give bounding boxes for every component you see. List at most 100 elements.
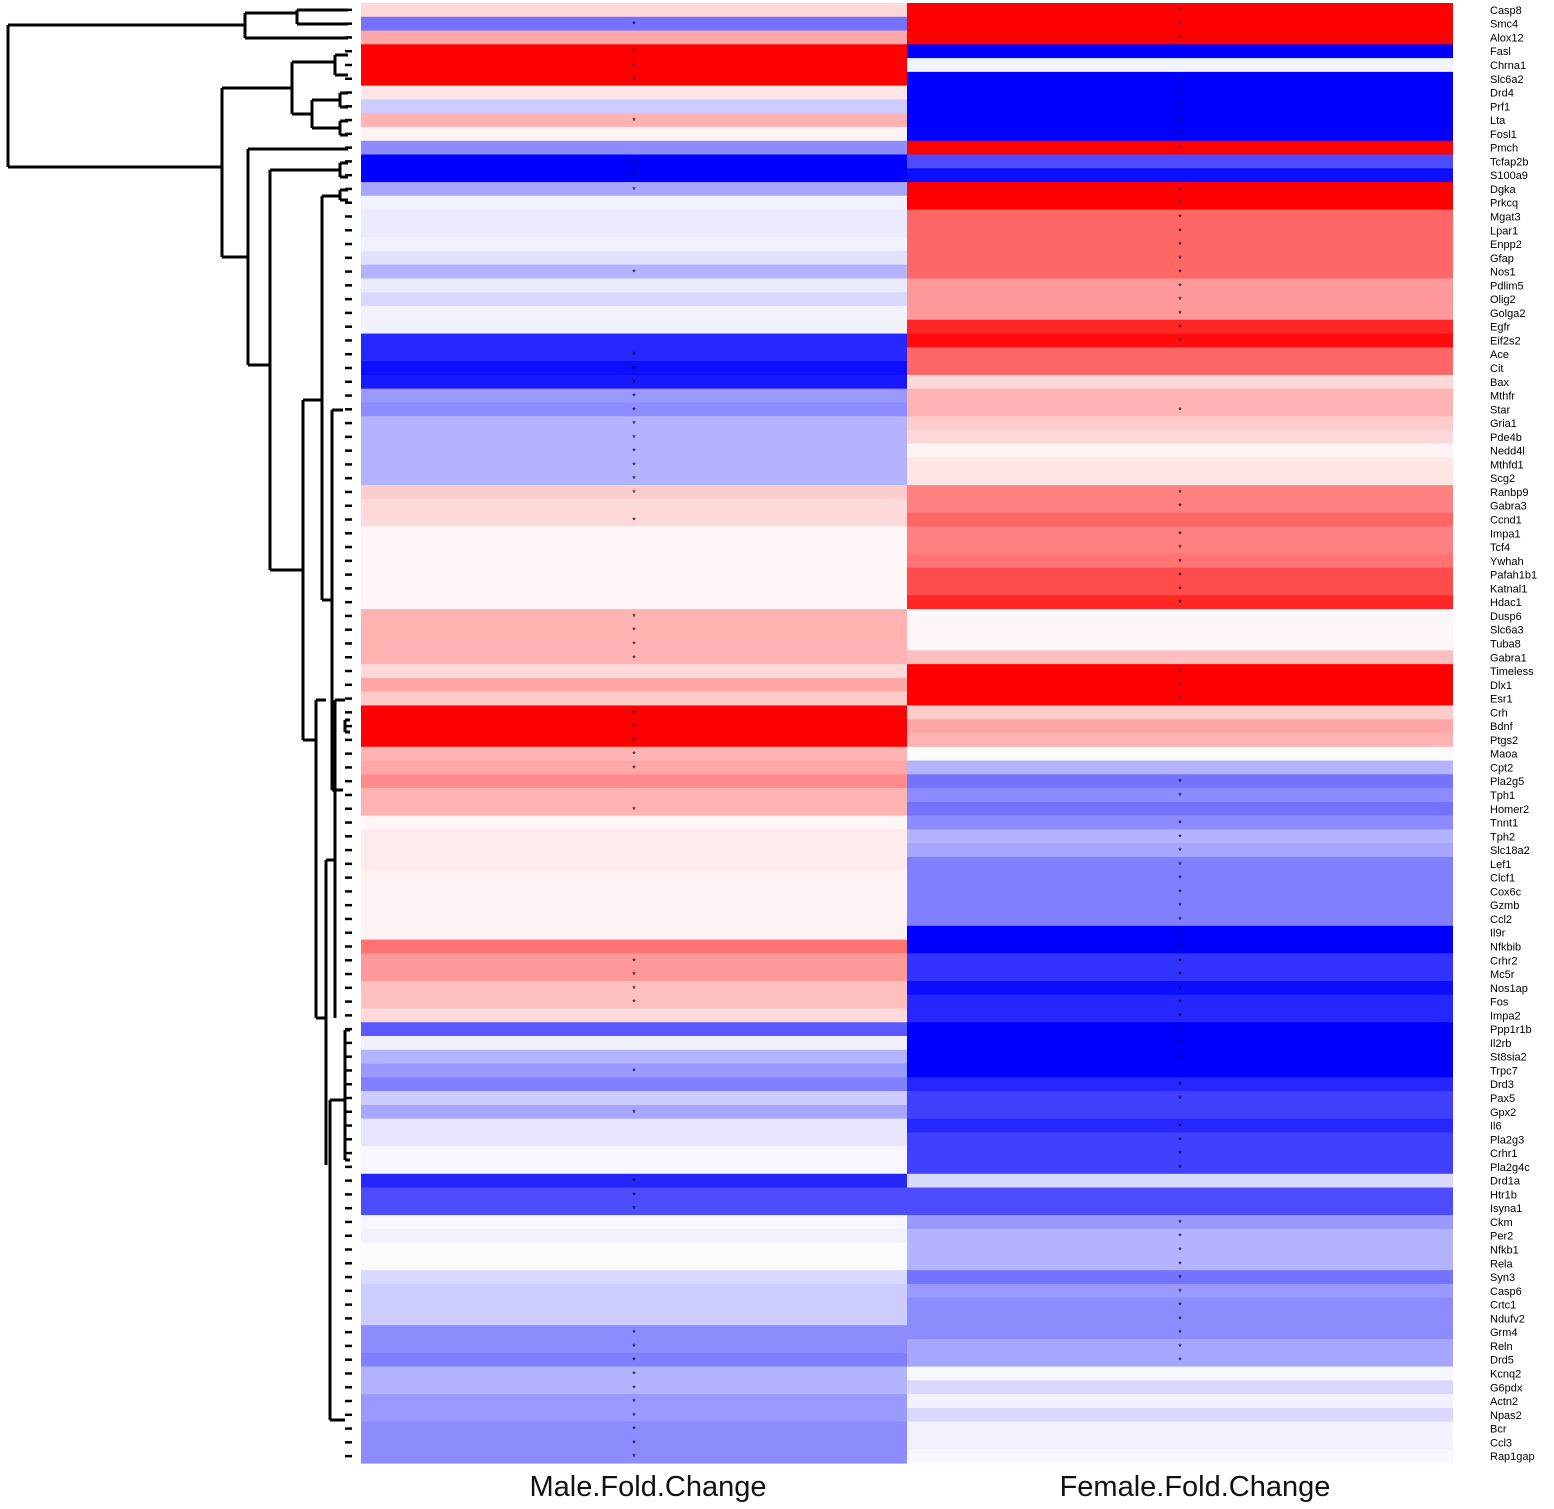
gene-label-dgka: Dgka xyxy=(1490,184,1517,196)
significance-star-male-s100a9: * xyxy=(632,171,636,181)
heatmap-cell-male-htr1b xyxy=(361,1187,907,1202)
gene-label-lta: Lta xyxy=(1490,115,1506,127)
heatmap-cell-male-crtc1 xyxy=(361,1297,907,1313)
significance-star-female-esr1: * xyxy=(1178,695,1182,705)
heatmap-cell-female-ndufv2 xyxy=(907,1311,1453,1326)
heatmap-cell-male-nedd4l xyxy=(361,443,907,459)
heatmap-cell-female-enpp2 xyxy=(907,237,1453,252)
heatmap-cell-female-crhr1 xyxy=(907,1146,1453,1161)
significance-star-female-slc6a2: * xyxy=(1178,75,1182,85)
heatmap-cell-male-bax xyxy=(361,374,907,390)
heatmap-cell-male-nfkbib xyxy=(361,939,907,954)
significance-star-female-smc4: * xyxy=(1178,20,1182,30)
significance-star-female-timeless: * xyxy=(1178,667,1182,677)
heatmap-cell-female-pdlim5 xyxy=(907,278,1453,293)
heatmap-cell-female-pla2g4c xyxy=(907,1159,1453,1175)
heatmap-cell-male-pmch xyxy=(361,140,907,156)
heatmap-cell-male-pafah1b1 xyxy=(361,567,907,583)
heatmap-cell-female-s100a9 xyxy=(907,168,1453,183)
significance-star-female-golga2: * xyxy=(1178,309,1182,319)
heatmap-cell-female-actn2 xyxy=(907,1394,1453,1409)
gene-label-g6pdx: G6pdx xyxy=(1490,1382,1523,1394)
heatmap-cell-female-rap1gap xyxy=(907,1449,1453,1464)
significance-star-female-nos1: * xyxy=(1178,268,1182,278)
heatmap-cell-female-bax xyxy=(907,374,1453,390)
significance-star-male-bax: * xyxy=(632,378,636,388)
heatmap-cell-female-ccnd1 xyxy=(907,512,1453,527)
gene-label-gabra3: Gabra3 xyxy=(1490,501,1527,513)
significance-star-female-tnnt1: * xyxy=(1178,819,1182,829)
heatmap-cell-female-rela xyxy=(907,1256,1453,1271)
heatmap-cell-male-syn3 xyxy=(361,1270,907,1285)
heatmap-cell-female-drd1a xyxy=(907,1173,1453,1189)
gene-label-impa2: Impa2 xyxy=(1490,1010,1521,1022)
heatmap-cell-female-kcnq2 xyxy=(907,1366,1453,1381)
heatmap-cell-female-nfkb1 xyxy=(907,1242,1453,1257)
heatmap-cell-male-pla2g4c xyxy=(361,1159,907,1175)
heatmap-cell-female-tcf4 xyxy=(907,540,1453,555)
heatmap-cell-male-gabra1 xyxy=(361,650,907,665)
gene-label-crhr1: Crhr1 xyxy=(1490,1148,1518,1160)
significance-star-male-cpt2: * xyxy=(632,763,636,773)
significance-star-female-syn3: * xyxy=(1178,1273,1182,1283)
heatmap-cell-female-mc5r xyxy=(907,967,1453,982)
significance-star-female-nfkbib: * xyxy=(1178,942,1182,952)
significance-star-female-drd4: * xyxy=(1178,89,1182,99)
significance-star-female-pla2g5: * xyxy=(1178,777,1182,787)
significance-star-male-chrna1: * xyxy=(632,61,636,71)
significance-star-female-drd3: * xyxy=(1178,1080,1182,1090)
heatmap-cell-female-syn3 xyxy=(907,1270,1453,1285)
heatmap-cell-female-grm4 xyxy=(907,1325,1453,1340)
gene-label-nos1: Nos1 xyxy=(1490,267,1516,279)
gene-label-hdac1: Hdac1 xyxy=(1490,597,1522,609)
gene-label-kcnq2: Kcnq2 xyxy=(1490,1368,1521,1380)
heatmap-cell-male-eif2s2 xyxy=(361,333,907,348)
gene-label-bdnf: Bdnf xyxy=(1490,721,1514,733)
gene-label-fos: Fos xyxy=(1490,997,1509,1009)
significance-star-male-slc6a3: * xyxy=(632,626,636,636)
heatmap-cell-female-lpar1 xyxy=(907,223,1453,238)
heatmap-cell-male-nos1ap xyxy=(361,980,907,996)
heatmap-cell-female-crhr2 xyxy=(907,953,1453,968)
significance-star-male-dgka: * xyxy=(632,185,636,195)
heatmap-cell-male-dlx1 xyxy=(361,677,907,693)
heatmap-cell-female-katnal1 xyxy=(907,581,1453,596)
significance-star-female-mgat3: * xyxy=(1178,212,1182,222)
significance-star-female-gabra3: * xyxy=(1178,502,1182,512)
significance-star-male-slc6a2: * xyxy=(632,75,636,85)
heatmap-cell-male-crhr1 xyxy=(361,1146,907,1161)
significance-star-male-mc5r: * xyxy=(632,970,636,980)
heatmap-cell-male-tcfap2b xyxy=(361,154,907,169)
gene-label-ace: Ace xyxy=(1490,349,1509,361)
gene-label-slc18a2: Slc18a2 xyxy=(1490,845,1530,857)
significance-star-female-drd5: * xyxy=(1178,1356,1182,1366)
significance-star-male-drd1a: * xyxy=(632,1177,636,1187)
gene-label-ckm: Ckm xyxy=(1490,1217,1513,1229)
gene-label-htr1b: Htr1b xyxy=(1490,1189,1517,1201)
significance-star-female-il6: * xyxy=(1178,1122,1182,1132)
gene-label-pafah1b1: Pafah1b1 xyxy=(1490,570,1537,582)
heatmap-cell-female-npas2 xyxy=(907,1407,1453,1423)
gene-label-egfr: Egfr xyxy=(1490,322,1511,334)
heatmap-cell-male-scg2 xyxy=(361,471,907,486)
significance-star-male-bcr: * xyxy=(632,1425,636,1435)
gene-label-nfkb1: Nfkb1 xyxy=(1490,1245,1519,1257)
heatmap-cell-female-maoa xyxy=(907,746,1453,762)
heatmap-cell-male-ppp1r1b xyxy=(361,1022,907,1037)
significance-star-female-crhr2: * xyxy=(1178,956,1182,966)
heatmap-cell-female-fosl1 xyxy=(907,126,1453,142)
heatmap-cell-female-prf1 xyxy=(907,99,1453,114)
heatmap-cell-female-slc6a3 xyxy=(907,622,1453,638)
heatmap-cell-female-drd4 xyxy=(907,85,1453,101)
heatmap-cell-female-ckm xyxy=(907,1215,1453,1230)
heatmap-cell-female-g6pdx xyxy=(907,1380,1453,1395)
heatmap-cell-female-star xyxy=(907,402,1453,417)
heatmap-cell-female-drd3 xyxy=(907,1077,1453,1092)
gene-label-pmch: Pmch xyxy=(1490,143,1518,155)
gene-label-pla2g5: Pla2g5 xyxy=(1490,776,1524,788)
significance-star-male-nedd4l: * xyxy=(632,447,636,457)
gene-label-gfap: Gfap xyxy=(1490,253,1514,265)
heatmap-cell-female-ranbp9 xyxy=(907,485,1453,500)
